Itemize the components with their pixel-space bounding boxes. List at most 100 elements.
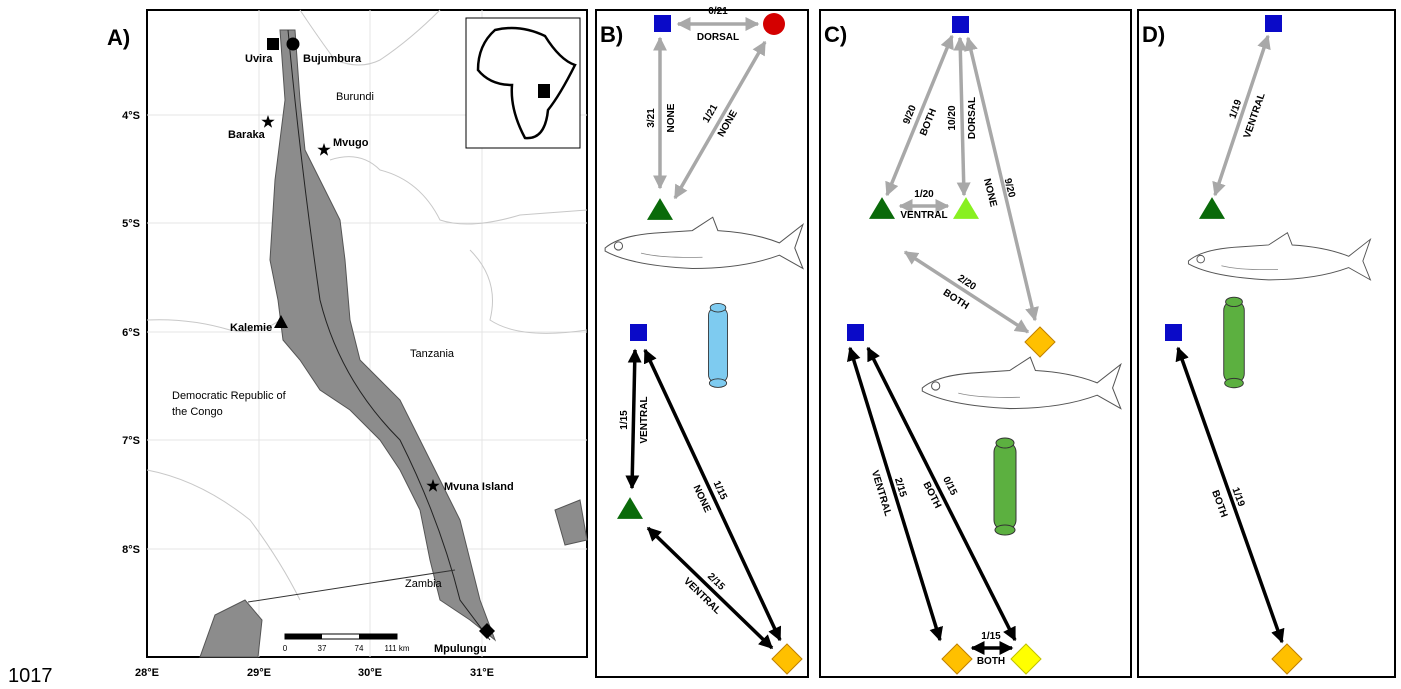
edge-region: VENTRAL	[639, 396, 650, 443]
lake-tanganyika	[269, 29, 497, 642]
place-label: Mpulungu	[434, 643, 487, 655]
place-label: Uvira	[245, 53, 273, 65]
fish	[1187, 232, 1371, 281]
scale-label: 111 km	[384, 644, 409, 653]
node-diamond	[941, 643, 973, 675]
edge-count: 2/15	[705, 571, 727, 593]
node-square	[1265, 15, 1282, 32]
node-triangle	[647, 198, 673, 220]
edge	[625, 348, 642, 490]
place-label: Mvuna Island	[444, 481, 514, 493]
edge	[1212, 34, 1271, 197]
edge	[903, 250, 1030, 334]
place-label: Baraka	[228, 129, 266, 141]
edge	[643, 348, 782, 642]
node-triangle	[1199, 197, 1225, 219]
node-square	[654, 15, 671, 32]
edge-count: 1/15	[619, 410, 630, 430]
edge-region: DORSAL	[967, 97, 978, 139]
border-line	[247, 569, 456, 603]
scale-label: 37	[318, 644, 327, 653]
borders	[146, 9, 588, 601]
panel-frame	[1137, 9, 1396, 678]
edge-region: BOTH	[1209, 489, 1229, 519]
lon-label: 31°E	[470, 667, 494, 679]
page-number: 1017	[8, 665, 53, 684]
node-diamond	[1271, 643, 1303, 675]
parasite	[707, 302, 729, 388]
node-diamond	[1024, 326, 1056, 358]
edge	[885, 34, 954, 197]
place-label: Kalemie	[230, 322, 272, 334]
node-circle	[763, 13, 785, 35]
fish	[921, 356, 1122, 410]
node-diamond	[1010, 643, 1042, 675]
panel-a: A) Uvira Bujumbura Baraka Mvugo Kalemie …	[107, 9, 588, 679]
country-label: Tanzania	[410, 348, 455, 360]
parasite	[1223, 296, 1245, 389]
site-circle	[286, 37, 300, 51]
lat-label: 8°S	[122, 544, 140, 556]
node-square	[952, 16, 969, 33]
site-triangle	[274, 315, 288, 328]
lat-label: 4°S	[122, 110, 140, 122]
panel-label: C)	[824, 22, 847, 47]
lon-label: 30°E	[358, 667, 382, 679]
place-label: Mvugo	[333, 137, 369, 149]
lat-label: 7°S	[122, 435, 140, 447]
panel-frame	[819, 9, 1132, 678]
scale-label: 74	[355, 644, 364, 653]
site-diamond	[479, 623, 495, 639]
scale-bar: 0 37 74 111 km	[283, 633, 410, 653]
node-square	[847, 324, 864, 341]
edge-count: 10/20	[947, 105, 958, 130]
parasite	[993, 437, 1017, 536]
lon-label: 29°E	[247, 667, 271, 679]
edge-region: NONE	[981, 177, 999, 208]
panel-label: B)	[600, 22, 623, 47]
edge	[673, 40, 767, 200]
africa-outline	[476, 26, 577, 140]
country-label: Burundi	[336, 91, 374, 103]
node-square	[1165, 324, 1182, 341]
edge-count: 1/20	[914, 189, 934, 200]
edge-count: 1/15	[981, 631, 1001, 642]
edge-region: DORSAL	[697, 32, 739, 43]
edge-count: 9/20	[1002, 177, 1017, 199]
panel-label: A)	[107, 25, 130, 50]
country-label: the Congo	[172, 406, 223, 418]
edge	[646, 526, 774, 650]
place-label: Bujumbura	[303, 53, 362, 65]
edge-count: 2/20	[955, 273, 978, 293]
lon-label: 28°E	[135, 667, 159, 679]
edge-region: BOTH	[920, 480, 943, 510]
panel-frame	[595, 9, 809, 678]
edge	[1175, 346, 1285, 644]
edge-region: NONE	[666, 103, 677, 132]
scale-label: 0	[283, 644, 288, 653]
border-line	[287, 29, 491, 641]
lat-label: 5°S	[122, 218, 140, 230]
panel-label: D)	[1142, 22, 1165, 47]
edge	[953, 36, 971, 197]
edge-region: BOTH	[977, 656, 1005, 667]
edge-region: VENTRAL	[900, 210, 947, 221]
lake-other	[199, 499, 588, 658]
country-label: Zambia	[405, 578, 443, 590]
edge-count: 0/21	[708, 6, 728, 17]
node-triangle	[953, 197, 979, 219]
node-square	[630, 324, 647, 341]
edge	[866, 346, 1017, 642]
inset-marker	[538, 84, 550, 98]
node-diamond	[771, 643, 803, 675]
node-triangle	[869, 197, 895, 219]
node-triangle	[617, 497, 643, 519]
site-square	[267, 38, 279, 50]
fish	[604, 216, 804, 270]
lat-label: 6°S	[122, 327, 140, 339]
